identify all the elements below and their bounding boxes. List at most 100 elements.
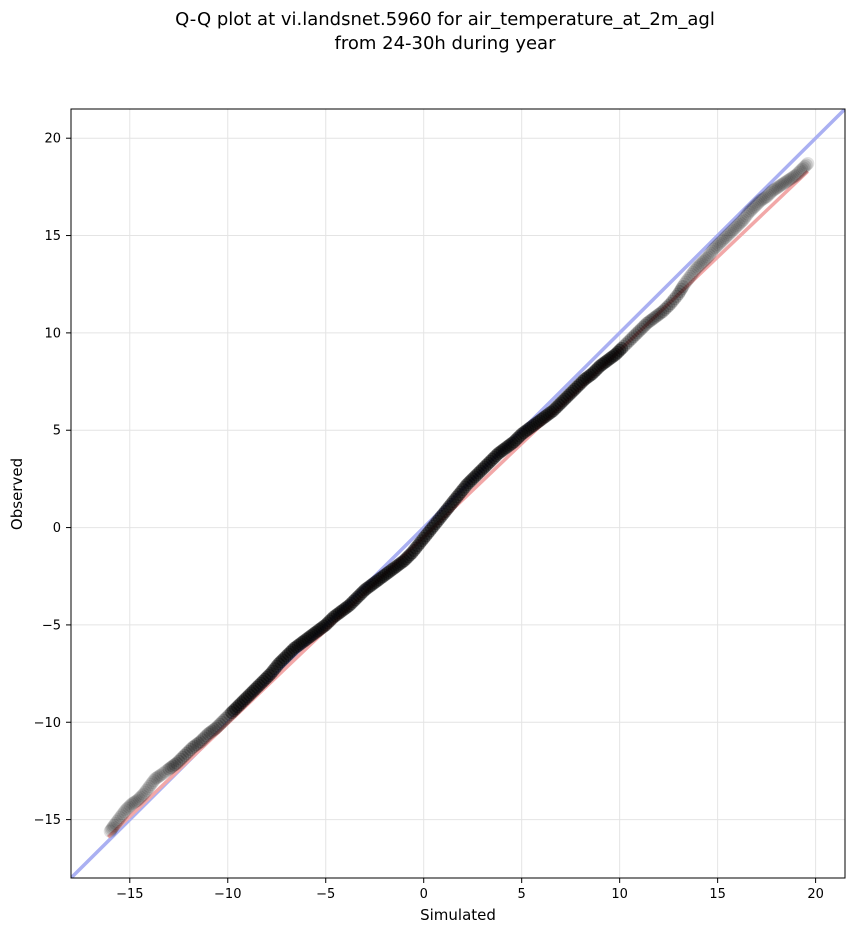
y-tick-label: 10 bbox=[44, 326, 61, 341]
plot-frame bbox=[70, 108, 846, 879]
quantile-point bbox=[151, 770, 165, 784]
quantile-point bbox=[207, 723, 221, 737]
quantile-point bbox=[350, 591, 364, 605]
quantile-point bbox=[548, 402, 562, 416]
quantile-point bbox=[233, 698, 247, 712]
quantile-point bbox=[405, 546, 419, 560]
quantile-point bbox=[705, 244, 719, 258]
quantile-point bbox=[176, 750, 190, 764]
quantile-point bbox=[201, 727, 215, 741]
quantile-point bbox=[438, 505, 452, 519]
quantile-point bbox=[760, 190, 774, 204]
quantile-point bbox=[789, 168, 803, 182]
quantile-point bbox=[711, 238, 725, 252]
quantile-point bbox=[644, 313, 658, 327]
quantile-point bbox=[266, 664, 280, 678]
quantile-point bbox=[264, 667, 278, 681]
quantile-point bbox=[770, 181, 784, 195]
quantile-point bbox=[487, 450, 501, 464]
x-axis-label: Simulated bbox=[420, 906, 496, 924]
quantile-point bbox=[305, 628, 319, 642]
quantile-point bbox=[686, 266, 700, 280]
quantile-point bbox=[309, 625, 323, 639]
quantile-point bbox=[799, 158, 813, 172]
quantile-point bbox=[710, 239, 724, 253]
quantile-point bbox=[622, 334, 636, 348]
quantile-point bbox=[311, 624, 325, 638]
quantile-point bbox=[792, 165, 806, 179]
quantile-point bbox=[295, 635, 309, 649]
quantile-point bbox=[147, 774, 161, 788]
quantile-point bbox=[646, 312, 660, 326]
x-tick-label: −15 bbox=[116, 887, 143, 902]
quantile-point bbox=[749, 198, 763, 212]
quantile-point bbox=[187, 739, 201, 753]
quantile-point bbox=[178, 748, 192, 762]
quantile-point bbox=[456, 483, 470, 497]
quantile-point bbox=[708, 241, 722, 255]
quantile-point bbox=[106, 820, 120, 834]
quantile-point bbox=[699, 251, 713, 265]
quantile-point bbox=[668, 292, 682, 306]
quantile-point bbox=[724, 225, 738, 239]
quantile-point bbox=[160, 763, 174, 777]
quantile-point bbox=[696, 254, 710, 268]
quantile-point bbox=[299, 633, 313, 647]
quantile-point bbox=[509, 433, 523, 447]
quantile-point bbox=[524, 420, 538, 434]
quantile-point bbox=[534, 413, 548, 427]
quantile-point bbox=[716, 233, 730, 247]
quantile-point bbox=[103, 824, 117, 838]
quantile-point bbox=[642, 315, 656, 329]
quantile-point bbox=[669, 289, 683, 303]
quantile-point bbox=[383, 564, 397, 578]
quantile-point bbox=[615, 341, 629, 355]
quantile-point bbox=[301, 631, 315, 645]
quantile-point bbox=[423, 524, 437, 538]
quantile-point bbox=[793, 164, 807, 178]
quantile-point bbox=[660, 301, 674, 315]
quantile-point bbox=[648, 310, 662, 324]
quantile-point bbox=[489, 449, 503, 463]
quantile-point bbox=[583, 368, 597, 382]
reference-lines bbox=[71, 109, 845, 878]
quantile-point bbox=[376, 570, 390, 584]
quantile-point bbox=[597, 356, 611, 370]
quantile-point bbox=[125, 797, 139, 811]
quantile-point bbox=[109, 816, 123, 830]
y-tick-label: 20 bbox=[44, 132, 61, 147]
quantile-point bbox=[795, 162, 809, 176]
quantile-point bbox=[164, 761, 178, 775]
quantile-point bbox=[542, 407, 556, 421]
quantile-point bbox=[191, 736, 205, 750]
quantile-point bbox=[403, 548, 417, 562]
fit-line bbox=[107, 170, 809, 839]
quantile-point bbox=[689, 262, 703, 276]
quantile-point bbox=[702, 248, 716, 262]
quantile-point bbox=[748, 199, 762, 213]
quantile-point bbox=[148, 772, 162, 786]
quantile-point bbox=[517, 426, 531, 440]
quantile-point bbox=[248, 682, 262, 696]
quantile-point bbox=[701, 250, 715, 264]
quantile-point bbox=[507, 435, 521, 449]
quantile-point bbox=[256, 674, 270, 688]
quantile-point bbox=[499, 441, 513, 455]
quantile-point bbox=[156, 766, 170, 780]
quantile-point bbox=[599, 355, 613, 369]
quantile-point bbox=[348, 593, 362, 607]
quantile-point bbox=[303, 630, 317, 644]
quantile-point bbox=[352, 589, 366, 603]
quantile-point bbox=[260, 670, 274, 684]
quantile-point bbox=[389, 560, 403, 574]
quantile-point bbox=[213, 717, 227, 731]
quantile-point bbox=[544, 405, 558, 419]
quantile-point bbox=[274, 655, 288, 669]
quantile-point bbox=[491, 447, 505, 461]
quantile-point bbox=[185, 741, 199, 755]
quantile-point bbox=[321, 616, 335, 630]
quantile-point bbox=[640, 316, 654, 330]
quantile-point bbox=[526, 418, 540, 432]
quantile-point bbox=[425, 522, 439, 536]
quantile-point bbox=[693, 257, 707, 271]
